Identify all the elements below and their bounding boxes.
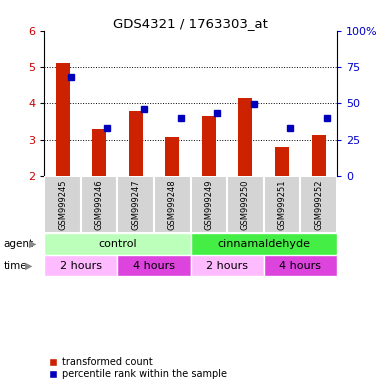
Bar — [117, 176, 154, 233]
Bar — [44, 233, 191, 255]
Text: agent: agent — [4, 239, 34, 249]
Bar — [264, 255, 337, 276]
Bar — [227, 176, 264, 233]
Text: 4 hours: 4 hours — [279, 261, 321, 271]
Bar — [202, 116, 216, 176]
Text: GSM999250: GSM999250 — [241, 179, 250, 230]
Text: ▶: ▶ — [25, 261, 32, 271]
Bar — [44, 176, 81, 233]
Text: control: control — [98, 239, 137, 249]
Bar — [264, 176, 300, 233]
Bar — [154, 176, 191, 233]
Bar — [311, 135, 326, 176]
Legend: transformed count, percentile rank within the sample: transformed count, percentile rank withi… — [49, 357, 227, 379]
Bar — [238, 98, 253, 176]
Text: 2 hours: 2 hours — [60, 261, 102, 271]
Bar — [117, 255, 191, 276]
Text: GSM999247: GSM999247 — [131, 179, 140, 230]
Text: ▶: ▶ — [28, 239, 36, 249]
Text: time: time — [4, 261, 27, 271]
Text: GSM999245: GSM999245 — [58, 179, 67, 230]
Bar — [81, 176, 117, 233]
Bar — [44, 255, 117, 276]
Bar — [191, 176, 227, 233]
Text: GSM999251: GSM999251 — [278, 179, 286, 230]
Text: 2 hours: 2 hours — [206, 261, 248, 271]
Text: cinnamaldehyde: cinnamaldehyde — [217, 239, 310, 249]
Bar — [300, 176, 337, 233]
Bar — [191, 255, 264, 276]
Bar — [191, 233, 337, 255]
Title: GDS4321 / 1763303_at: GDS4321 / 1763303_at — [113, 17, 268, 30]
Text: GSM999246: GSM999246 — [95, 179, 104, 230]
Text: GSM999248: GSM999248 — [168, 179, 177, 230]
Bar — [165, 137, 179, 176]
Text: 4 hours: 4 hours — [133, 261, 175, 271]
Bar — [129, 111, 143, 176]
Text: GSM999252: GSM999252 — [314, 179, 323, 230]
Text: GSM999249: GSM999249 — [204, 179, 213, 230]
Bar — [275, 147, 289, 176]
Bar — [55, 63, 70, 176]
Bar — [92, 129, 106, 176]
